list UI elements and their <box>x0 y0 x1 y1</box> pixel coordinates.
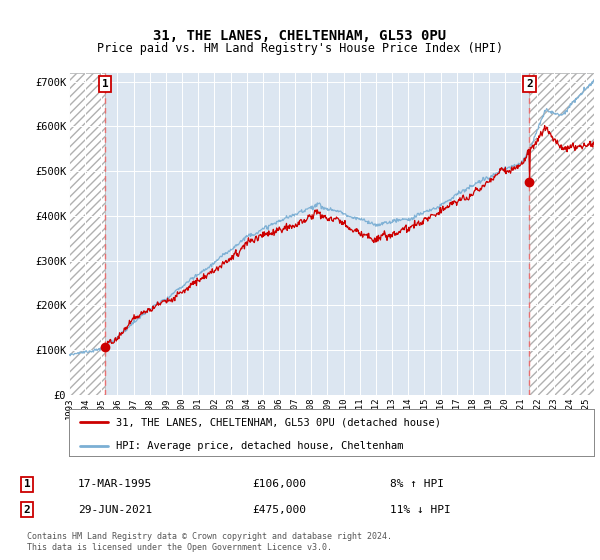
Text: £475,000: £475,000 <box>252 505 306 515</box>
Text: 11% ↓ HPI: 11% ↓ HPI <box>390 505 451 515</box>
Text: 2: 2 <box>23 505 31 515</box>
Text: This data is licensed under the Open Government Licence v3.0.: This data is licensed under the Open Gov… <box>27 543 332 552</box>
Text: 31, THE LANES, CHELTENHAM, GL53 0PU: 31, THE LANES, CHELTENHAM, GL53 0PU <box>154 29 446 44</box>
Text: 8% ↑ HPI: 8% ↑ HPI <box>390 479 444 489</box>
Text: Price paid vs. HM Land Registry's House Price Index (HPI): Price paid vs. HM Land Registry's House … <box>97 42 503 55</box>
Text: 31, THE LANES, CHELTENHAM, GL53 0PU (detached house): 31, THE LANES, CHELTENHAM, GL53 0PU (det… <box>116 417 441 427</box>
Text: 1: 1 <box>23 479 31 489</box>
Text: 2: 2 <box>526 79 533 89</box>
Text: 1: 1 <box>102 79 109 89</box>
Text: 17-MAR-1995: 17-MAR-1995 <box>78 479 152 489</box>
Text: £106,000: £106,000 <box>252 479 306 489</box>
Text: HPI: Average price, detached house, Cheltenham: HPI: Average price, detached house, Chel… <box>116 441 404 451</box>
Text: Contains HM Land Registry data © Crown copyright and database right 2024.: Contains HM Land Registry data © Crown c… <box>27 532 392 541</box>
Text: 29-JUN-2021: 29-JUN-2021 <box>78 505 152 515</box>
